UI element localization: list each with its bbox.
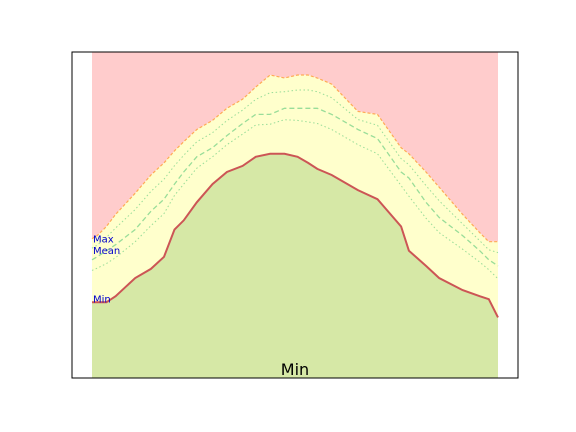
- series-line-max: [91, 74, 498, 243]
- bands: [92, 52, 498, 378]
- plot-frame: [71, 51, 519, 379]
- series-line-min: [92, 152, 499, 318]
- series-label-mean: Mean: [93, 246, 120, 257]
- lines: [91, 74, 499, 318]
- band-above-max: [92, 52, 498, 242]
- series-line-upper-guide: [91, 89, 499, 254]
- chart-title: Min: [281, 360, 309, 379]
- series-line-mean: [91, 107, 499, 267]
- series-label-max: Max: [93, 235, 114, 246]
- series-label-min: Min: [93, 294, 111, 305]
- band-below-min: [92, 153, 498, 378]
- band-between: [92, 75, 498, 318]
